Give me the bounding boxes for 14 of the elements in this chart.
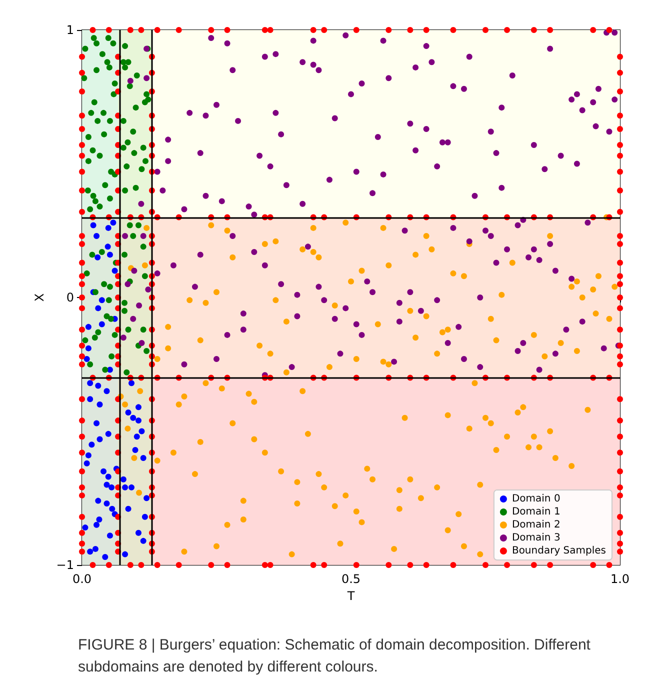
legend-label: Domain 3	[512, 532, 560, 544]
y-axis-title: X	[32, 293, 46, 302]
legend-label: Domain 1	[512, 506, 560, 518]
caption: FIGURE 8 | Burgers’ equation: Schematic of domain decomposition. Different subdomains are denoted by different colours.	[78, 636, 595, 676]
x-tick-label: 0.5	[341, 572, 361, 586]
x-tick-label: 0.0	[72, 572, 92, 586]
legend-label: Domain 0	[512, 494, 560, 504]
y-tick-label: −1	[56, 558, 74, 572]
y-tick-label: 0	[66, 290, 74, 304]
x-tick-label: 1.0	[610, 572, 630, 586]
x-axis-title: T	[346, 588, 356, 603]
legend-label: Boundary Samples	[512, 546, 606, 556]
y-tick-label: 1	[66, 23, 74, 37]
legend-label: Domain 2	[512, 520, 560, 530]
